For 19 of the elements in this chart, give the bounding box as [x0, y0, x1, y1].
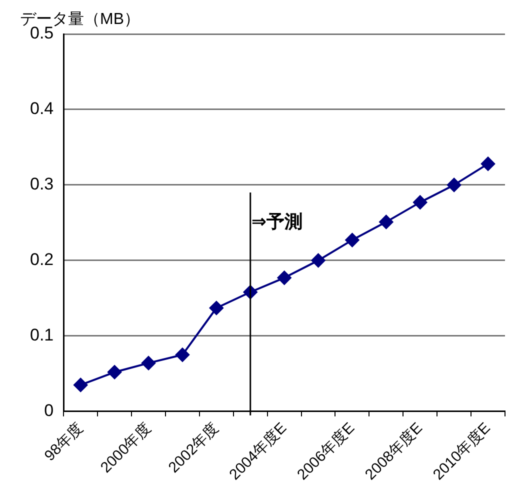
y-tick-label: 0.1: [30, 326, 54, 345]
y-tick-label: 0.3: [30, 174, 54, 194]
x-tick-label: 98年度: [41, 419, 86, 465]
point: [345, 233, 360, 248]
point: [74, 378, 88, 392]
point: [277, 270, 292, 285]
y-tick-label: 0.4: [30, 99, 54, 118]
point: [142, 356, 156, 370]
point: [413, 195, 428, 210]
point: [447, 178, 462, 192]
point: [481, 156, 496, 171]
y-tick-label: 0.2: [30, 250, 54, 270]
point: [209, 300, 224, 315]
annotation: ⇒予測: [251, 211, 302, 232]
point: [379, 214, 394, 229]
point: [108, 365, 122, 380]
point: [311, 253, 326, 268]
point: [175, 348, 190, 362]
y-tick-label: 0: [44, 401, 54, 420]
